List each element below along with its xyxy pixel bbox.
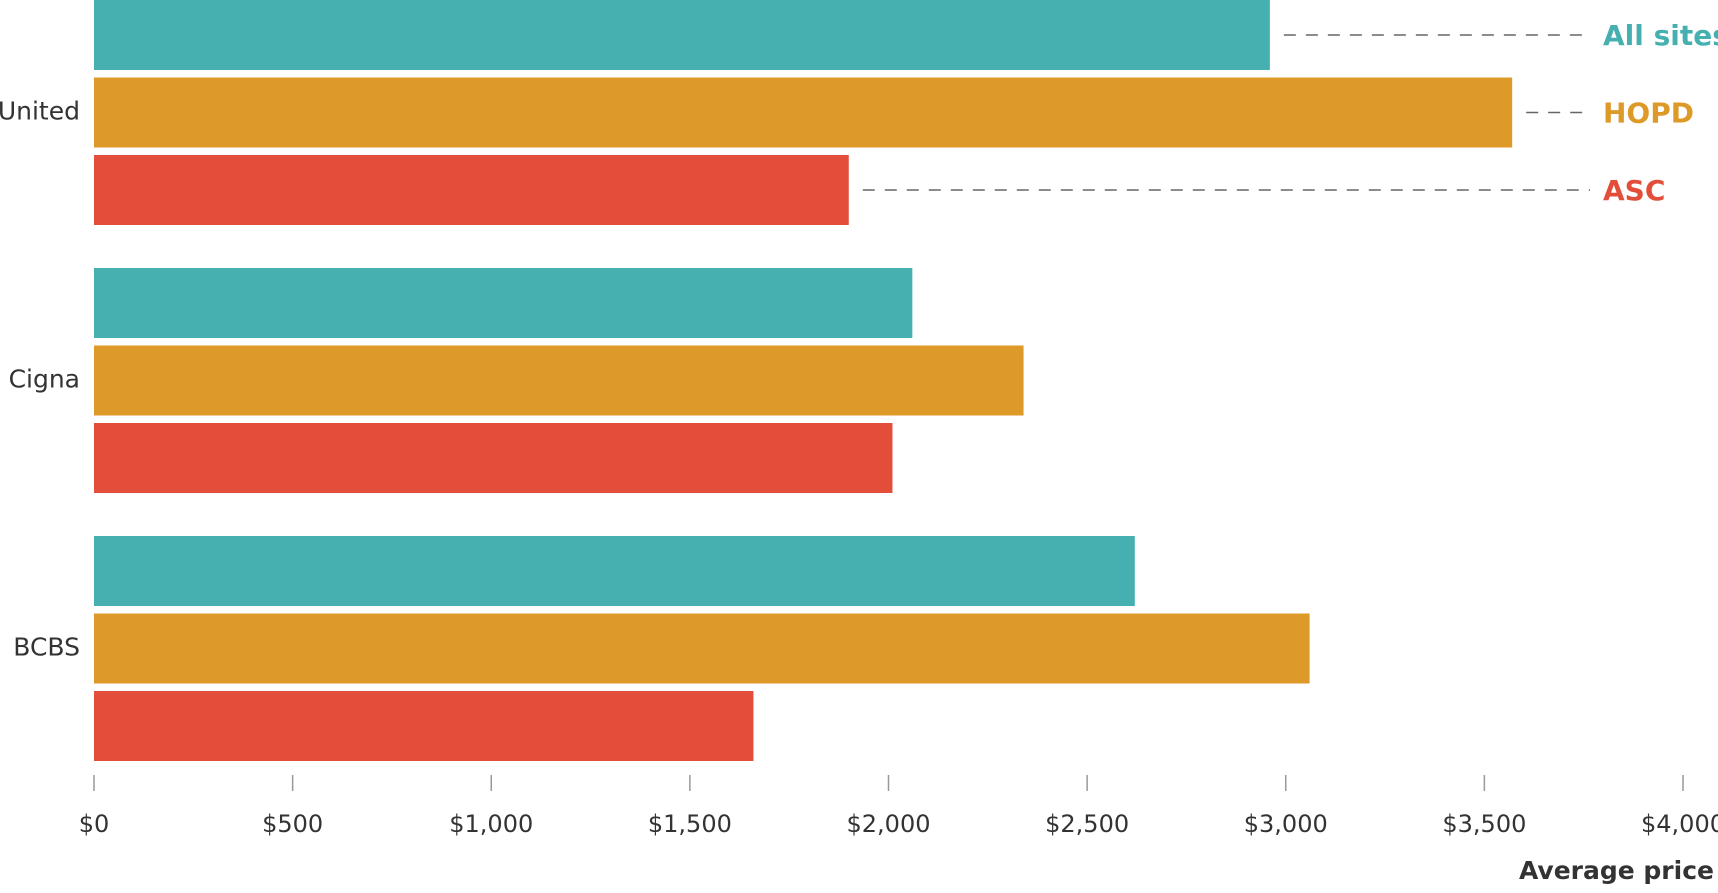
bar: [94, 691, 754, 761]
x-axis-label: Average price: [1519, 856, 1714, 885]
x-tick-label: $500: [262, 810, 323, 838]
bar: [94, 613, 1310, 684]
y-tick-label: Cigna: [9, 365, 80, 394]
x-tick-label: $0: [79, 810, 110, 838]
legend-label: All sites: [1603, 19, 1718, 52]
legend-label: ASC: [1603, 174, 1665, 207]
x-tick-label: $2,000: [847, 810, 931, 838]
bar: [94, 536, 1135, 606]
legend-label: HOPD: [1603, 97, 1694, 130]
x-tick-label: $1,500: [648, 810, 732, 838]
y-tick-label: United: [0, 97, 80, 126]
x-tick-label: $1,000: [449, 810, 533, 838]
bar: [94, 155, 849, 225]
bar: [94, 77, 1513, 148]
x-tick-label: $4,000: [1641, 810, 1718, 838]
bar: [94, 345, 1024, 416]
x-tick-label: $3,500: [1442, 810, 1526, 838]
bar: [94, 268, 913, 338]
bar: [94, 0, 1270, 70]
bar: [94, 423, 893, 493]
x-tick-label: $2,500: [1045, 810, 1129, 838]
x-tick-label: $3,000: [1244, 810, 1328, 838]
y-tick-label: BCBS: [13, 633, 80, 662]
